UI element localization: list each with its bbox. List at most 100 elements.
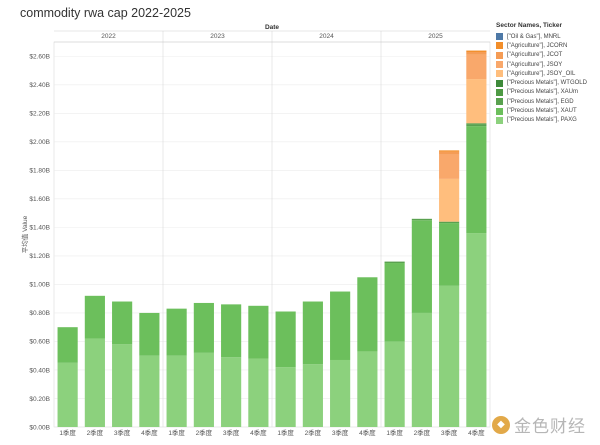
bar-segment: [466, 124, 487, 127]
x-tick-label: 2季度: [414, 428, 431, 437]
x-tick-label: 4季度: [359, 428, 376, 437]
year-header-2023: 2023: [210, 33, 225, 40]
legend-swatch: [496, 79, 503, 87]
column-header-label: Date: [265, 24, 279, 31]
legend-label: ["Precious Metals"], PAXG: [507, 117, 577, 124]
bar-segment: [330, 359, 351, 427]
legend-item[interactable]: ["Precious Metals"], XAUT: [496, 106, 600, 115]
bar-segment: [193, 302, 214, 353]
legend-swatch: [496, 51, 503, 59]
legend-label: ["Oil & Gas"], MNRL: [507, 33, 561, 40]
legend-label: ["Agriculture"], JSOY_OIL: [507, 70, 576, 77]
bar-segment: [112, 344, 133, 427]
bar-segment: [248, 358, 269, 427]
legend-label: ["Agriculture"], JSOY: [507, 61, 563, 68]
watermark: ◆ 金色财经: [492, 412, 586, 437]
legend-swatch: [496, 107, 503, 115]
bar-segment: [275, 311, 296, 368]
legend-label: ["Precious Metals"], EGD: [507, 98, 574, 105]
bar-segment: [84, 338, 105, 427]
bar-segment: [357, 277, 378, 352]
bar-segment: [275, 367, 296, 427]
y-tick-label: $0.60B: [29, 339, 50, 346]
bar-segment: [466, 50, 487, 52]
x-tick-label: 3季度: [114, 428, 131, 437]
bar-segment: [221, 304, 242, 358]
legend-item[interactable]: ["Agriculture"], JCORN: [496, 41, 600, 50]
x-tick-label: 1季度: [59, 428, 76, 437]
legend-item[interactable]: ["Agriculture"], JSOY_OIL: [496, 69, 600, 78]
bar-segment: [466, 123, 487, 125]
y-tick-label: $2.40B: [29, 82, 50, 89]
bar-segment: [302, 301, 323, 365]
bar-segment: [112, 301, 133, 345]
bar-segment: [357, 351, 378, 427]
x-tick-label: 2季度: [196, 428, 213, 437]
bar-segment: [411, 218, 432, 221]
bar-segment: [248, 305, 269, 359]
y-tick-label: $0.80B: [29, 310, 50, 317]
x-tick-label: 3季度: [223, 428, 240, 437]
legend-label: ["Precious Metals"], XAUT: [507, 108, 577, 115]
x-tick-label: 2季度: [87, 428, 104, 437]
legend-swatch: [496, 88, 503, 96]
legend-item[interactable]: ["Precious Metals"], EGD: [496, 97, 600, 106]
legend-swatch: [496, 70, 503, 78]
bar-segment: [193, 352, 214, 427]
legend-item[interactable]: ["Oil & Gas"], MNRL: [496, 32, 600, 41]
x-tick-label: 4季度: [250, 428, 267, 437]
bars-layer: [57, 50, 487, 427]
legend-item[interactable]: ["Precious Metals"], PAXG: [496, 116, 600, 125]
x-tick-label: 1季度: [277, 428, 294, 437]
y-tick-label: $1.60B: [29, 196, 50, 203]
legend-item[interactable]: ["Agriculture"], JSOY: [496, 60, 600, 69]
y-tick-label: $1.20B: [29, 253, 50, 260]
legend-item[interactable]: ["Agriculture"], JCOT: [496, 51, 600, 60]
x-tick-label: 1季度: [386, 428, 403, 437]
bar-segment: [221, 357, 242, 427]
bar-segment: [439, 154, 460, 179]
legend-label: ["Precious Metals"], WTGOLD: [507, 80, 587, 87]
bar-segment: [439, 178, 460, 222]
bar-segment: [466, 233, 487, 427]
y-axis-label: 平均值 Value: [20, 215, 29, 253]
x-tick-label: 1季度: [168, 428, 185, 437]
x-tick-label: 2季度: [305, 428, 322, 437]
y-tick-label: $1.40B: [29, 225, 50, 232]
legend-item[interactable]: ["Precious Metals"], WTGOLD: [496, 78, 600, 87]
bar-segment: [466, 79, 487, 124]
legend-list: ["Oil & Gas"], MNRL ["Agriculture"], JCOR…: [496, 32, 600, 125]
watermark-logo-glyph: ◆: [497, 419, 505, 430]
year-header-2022: 2022: [101, 33, 116, 40]
y-tick-label: $2.60B: [29, 54, 50, 61]
bar-segment: [166, 355, 187, 427]
year-header-2025: 2025: [428, 33, 443, 40]
bar-segment: [139, 312, 160, 356]
y-tick-label: $2.20B: [29, 111, 50, 118]
bar-segment: [439, 151, 460, 155]
bar-segment: [411, 312, 432, 427]
watermark-text: 金色财经: [514, 417, 586, 437]
y-tick-label: $1.00B: [29, 282, 50, 289]
legend-item[interactable]: ["Precious Metals"], XAUm: [496, 88, 600, 97]
bar-segment: [466, 51, 487, 55]
bar-segment: [411, 220, 432, 313]
x-tick-label: 4季度: [141, 428, 158, 437]
column-header: Date 2022 2023 2024 2025: [54, 24, 490, 43]
y-tick-label: $1.80B: [29, 168, 50, 175]
bar-segment: [57, 327, 78, 363]
y-tick-label: $2.00B: [29, 139, 50, 146]
chart-title: commodity rwa cap 2022-2025: [20, 6, 191, 20]
bar-segment: [439, 150, 460, 152]
legend-label: ["Agriculture"], JCORN: [507, 42, 568, 49]
y-tick-label: $0.40B: [29, 367, 50, 374]
y-tick-label: $0.20B: [29, 396, 50, 403]
bar-segment: [384, 261, 405, 264]
bar-segment: [330, 291, 351, 360]
legend-title: Sector Names, Ticker: [496, 22, 562, 29]
x-tick-label: 3季度: [332, 428, 349, 437]
bar-segment: [439, 221, 460, 224]
y-axis: $0.00B $0.20B $0.40B $0.60B $0.80B $1.00B $1.2…: [20, 54, 50, 432]
bar-segment: [139, 355, 160, 427]
